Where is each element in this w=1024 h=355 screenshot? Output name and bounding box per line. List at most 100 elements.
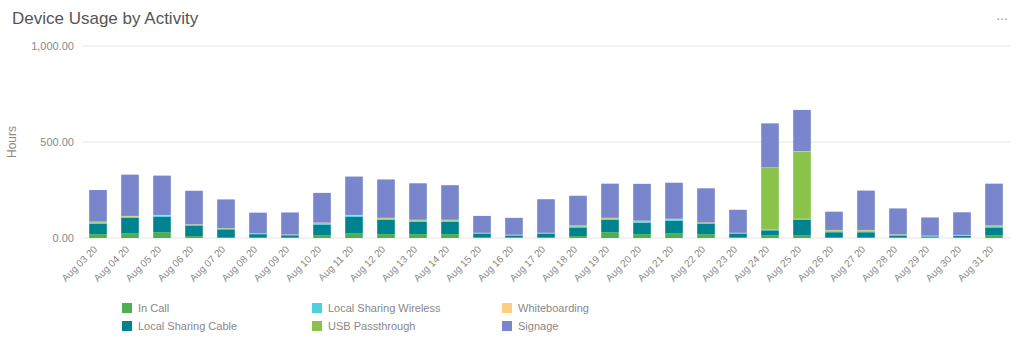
bar-segment[interactable] [697, 224, 715, 235]
bar-segment[interactable] [89, 222, 107, 224]
bar-segment[interactable] [569, 225, 587, 227]
bar-segment[interactable] [441, 220, 459, 222]
bar-segment[interactable] [377, 218, 395, 220]
bar-segment[interactable] [665, 221, 683, 233]
bar-segment[interactable] [121, 216, 139, 218]
bar-segment[interactable] [761, 123, 779, 167]
legend-swatch[interactable] [122, 321, 132, 331]
legend-label[interactable]: In Call [138, 302, 169, 314]
bar-segment[interactable] [313, 225, 331, 236]
bar-segment[interactable] [697, 188, 715, 222]
legend-swatch[interactable] [122, 303, 132, 313]
bar-segment[interactable] [857, 232, 875, 237]
bar-segment[interactable] [409, 183, 427, 219]
bar-segment[interactable] [601, 184, 619, 218]
bar-segment[interactable] [441, 234, 459, 238]
bar-segment[interactable] [601, 220, 619, 232]
bar-segment[interactable] [377, 234, 395, 238]
bar-segment[interactable] [889, 208, 907, 234]
legend-swatch[interactable] [312, 303, 322, 313]
legend-swatch[interactable] [502, 303, 512, 313]
bar-segment[interactable] [409, 222, 427, 234]
legend-label[interactable]: Signage [518, 320, 558, 332]
bar-segment[interactable] [633, 221, 651, 223]
bar-segment[interactable] [665, 219, 683, 221]
legend-label[interactable]: Whiteboarding [518, 302, 589, 314]
bar-segment[interactable] [601, 232, 619, 238]
bar-segment[interactable] [569, 227, 587, 236]
bar-segment[interactable] [761, 230, 779, 235]
bar-segment[interactable] [569, 236, 587, 238]
bar-segment[interactable] [377, 220, 395, 234]
bar-segment[interactable] [761, 168, 779, 229]
bar-segment[interactable] [633, 221, 651, 223]
bar-segment[interactable] [537, 233, 555, 234]
bar-segment[interactable] [985, 225, 1003, 227]
bar-segment[interactable] [473, 216, 491, 233]
bar-segment[interactable] [985, 226, 1003, 228]
bar-segment[interactable] [409, 234, 427, 238]
bar-segment[interactable] [121, 218, 139, 233]
bar-segment[interactable] [441, 220, 459, 222]
legend-label[interactable]: USB Passthrough [328, 320, 415, 332]
bar-segment[interactable] [89, 222, 107, 224]
bar-segment[interactable] [857, 191, 875, 230]
bar-segment[interactable] [185, 224, 203, 226]
bar-segment[interactable] [377, 218, 395, 220]
legend-label[interactable]: Local Sharing Wireless [328, 302, 441, 314]
bar-segment[interactable] [505, 235, 523, 236]
bar-segment[interactable] [153, 215, 171, 217]
bar-segment[interactable] [729, 234, 747, 237]
bar-segment[interactable] [889, 235, 907, 236]
bar-segment[interactable] [857, 231, 875, 233]
bar-segment[interactable] [217, 199, 235, 228]
bar-segment[interactable] [889, 236, 907, 238]
bar-segment[interactable] [505, 218, 523, 235]
bar-segment[interactable] [313, 223, 331, 225]
bar-segment[interactable] [793, 235, 811, 238]
bar-segment[interactable] [633, 223, 651, 235]
bar-segment[interactable] [921, 217, 939, 235]
bar-segment[interactable] [185, 226, 203, 237]
bar-segment[interactable] [825, 212, 843, 230]
bar-segment[interactable] [633, 184, 651, 221]
bar-segment[interactable] [345, 217, 363, 233]
bar-segment[interactable] [761, 235, 779, 238]
bar-segment[interactable] [537, 234, 555, 237]
bar-segment[interactable] [441, 222, 459, 234]
legend-swatch[interactable] [502, 321, 512, 331]
bar-segment[interactable] [313, 223, 331, 225]
bar-segment[interactable] [569, 226, 587, 228]
bar-segment[interactable] [409, 220, 427, 222]
bar-segment[interactable] [153, 217, 171, 232]
bar-segment[interactable] [729, 210, 747, 233]
bar-segment[interactable] [665, 183, 683, 219]
bar-segment[interactable] [345, 215, 363, 217]
bar-segment[interactable] [121, 175, 139, 216]
bar-segment[interactable] [185, 236, 203, 238]
bar-segment[interactable] [793, 110, 811, 151]
bar-segment[interactable] [921, 237, 939, 238]
bar-segment[interactable] [313, 235, 331, 238]
bar-segment[interactable] [121, 233, 139, 238]
bar-segment[interactable] [793, 152, 811, 219]
bar-segment[interactable] [89, 190, 107, 222]
bar-segment[interactable] [153, 215, 171, 217]
bar-segment[interactable] [857, 230, 875, 232]
bar-segment[interactable] [153, 176, 171, 215]
bar-segment[interactable] [729, 233, 747, 234]
bar-segment[interactable] [441, 185, 459, 220]
legend-label[interactable]: Local Sharing Cable [138, 320, 237, 332]
bar-segment[interactable] [345, 177, 363, 215]
bar-segment[interactable] [217, 228, 235, 230]
annotation[interactable]: ... [996, 7, 1008, 23]
bar-segment[interactable] [921, 236, 939, 237]
bar-segment[interactable] [569, 196, 587, 226]
bar-segment[interactable] [345, 215, 363, 217]
bar-segment[interactable] [377, 179, 395, 217]
bar-segment[interactable] [825, 230, 843, 232]
bar-segment[interactable] [825, 231, 843, 233]
bar-segment[interactable] [953, 235, 971, 236]
bar-segment[interactable] [537, 199, 555, 233]
bar-segment[interactable] [473, 234, 491, 237]
